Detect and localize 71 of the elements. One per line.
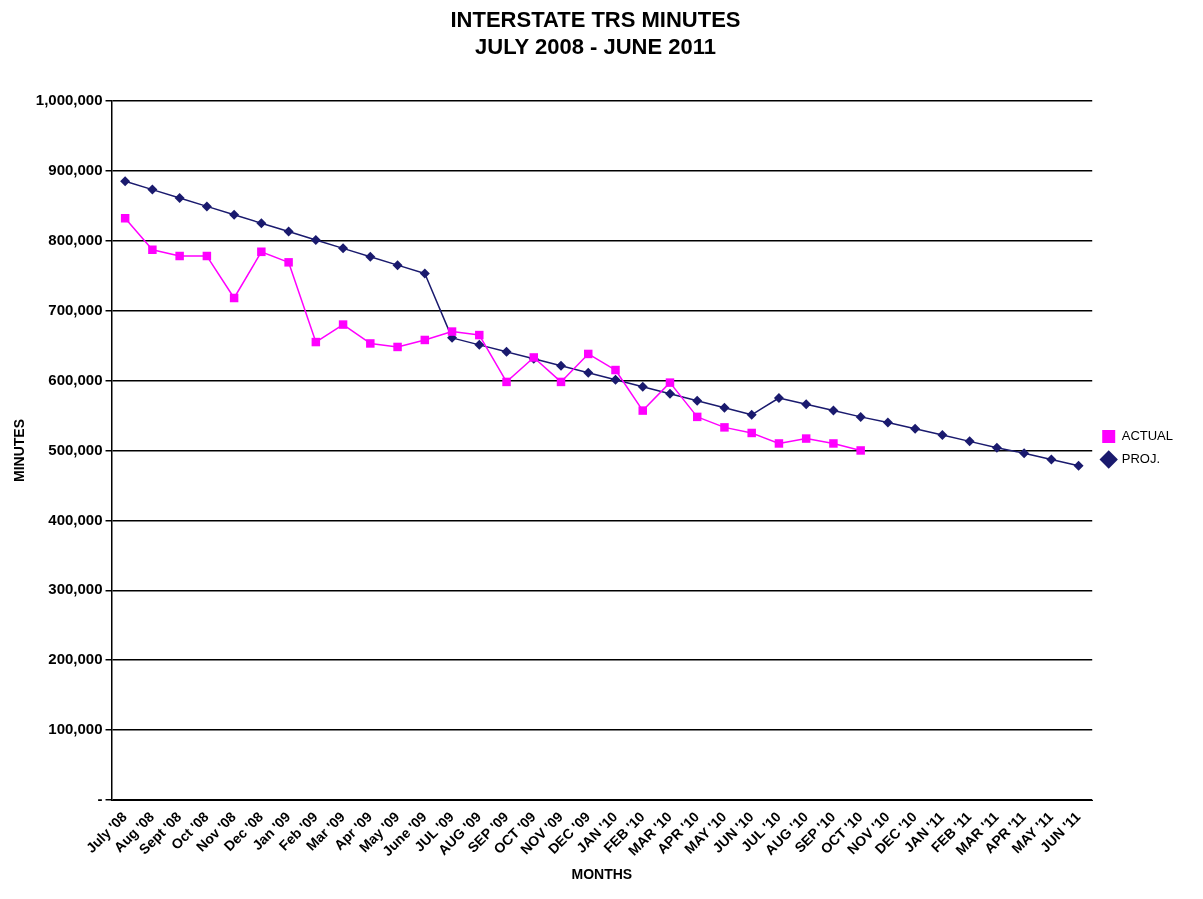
point [1046,454,1057,465]
point [937,430,948,441]
point [174,193,185,203]
point [855,411,866,422]
chart-subtitle: JULY 2008 - JUNE 2011 [475,33,716,59]
point [120,214,130,223]
point [147,184,158,195]
legend-label: ACTUAL [1121,428,1174,444]
point [256,218,267,229]
point [475,330,484,340]
y-tick-label: 700,000 [48,300,103,318]
point [829,439,838,448]
point [801,399,812,410]
point [692,395,703,406]
point [502,377,511,387]
point [664,388,675,399]
point [120,176,131,187]
point [637,381,648,392]
y-axis-title: MINUTES [11,418,28,482]
point [746,409,757,420]
point [773,393,784,403]
point [338,320,348,329]
y-tick-label: 600,000 [48,370,103,388]
point [1073,460,1084,471]
point [447,327,457,336]
point [257,247,266,257]
point [501,346,512,357]
point [801,434,811,443]
y-tick-label: 900,000 [48,160,103,178]
legend-label: PROJ. [1121,451,1161,467]
x-axis-title: MONTHS [571,866,633,883]
point [991,442,1002,453]
point [665,378,675,387]
y-tick-label: - [97,790,103,808]
point [720,423,729,432]
point [338,243,349,254]
y-tick-label: 300,000 [48,580,103,598]
point [583,367,594,378]
point [284,258,293,267]
y-tick-label: 500,000 [48,440,103,458]
point [882,417,893,428]
point [201,201,212,212]
y-tick-label: 200,000 [48,650,103,668]
point [638,406,647,415]
point [283,226,294,237]
point [964,436,975,447]
point [828,405,839,416]
point [148,245,157,254]
point [856,446,865,455]
point [611,365,620,375]
point [1019,448,1030,459]
point [910,423,921,434]
point [393,342,402,352]
point [747,428,756,438]
point [366,339,375,348]
point [419,268,430,279]
point [474,339,485,350]
point [774,439,784,448]
point [556,360,567,371]
chart-title: INTERSTATE TRS MINUTES [450,7,741,33]
point [310,234,321,245]
y-tick-label: 100,000 [48,720,103,738]
point [610,374,621,385]
y-tick-label: 1,000,000 [35,90,103,108]
point [719,402,730,413]
point [175,251,184,261]
y-tick-label: 800,000 [48,230,103,248]
point [365,251,376,262]
y-tick-label: 400,000 [48,510,103,528]
point [392,260,403,271]
point [229,209,240,220]
